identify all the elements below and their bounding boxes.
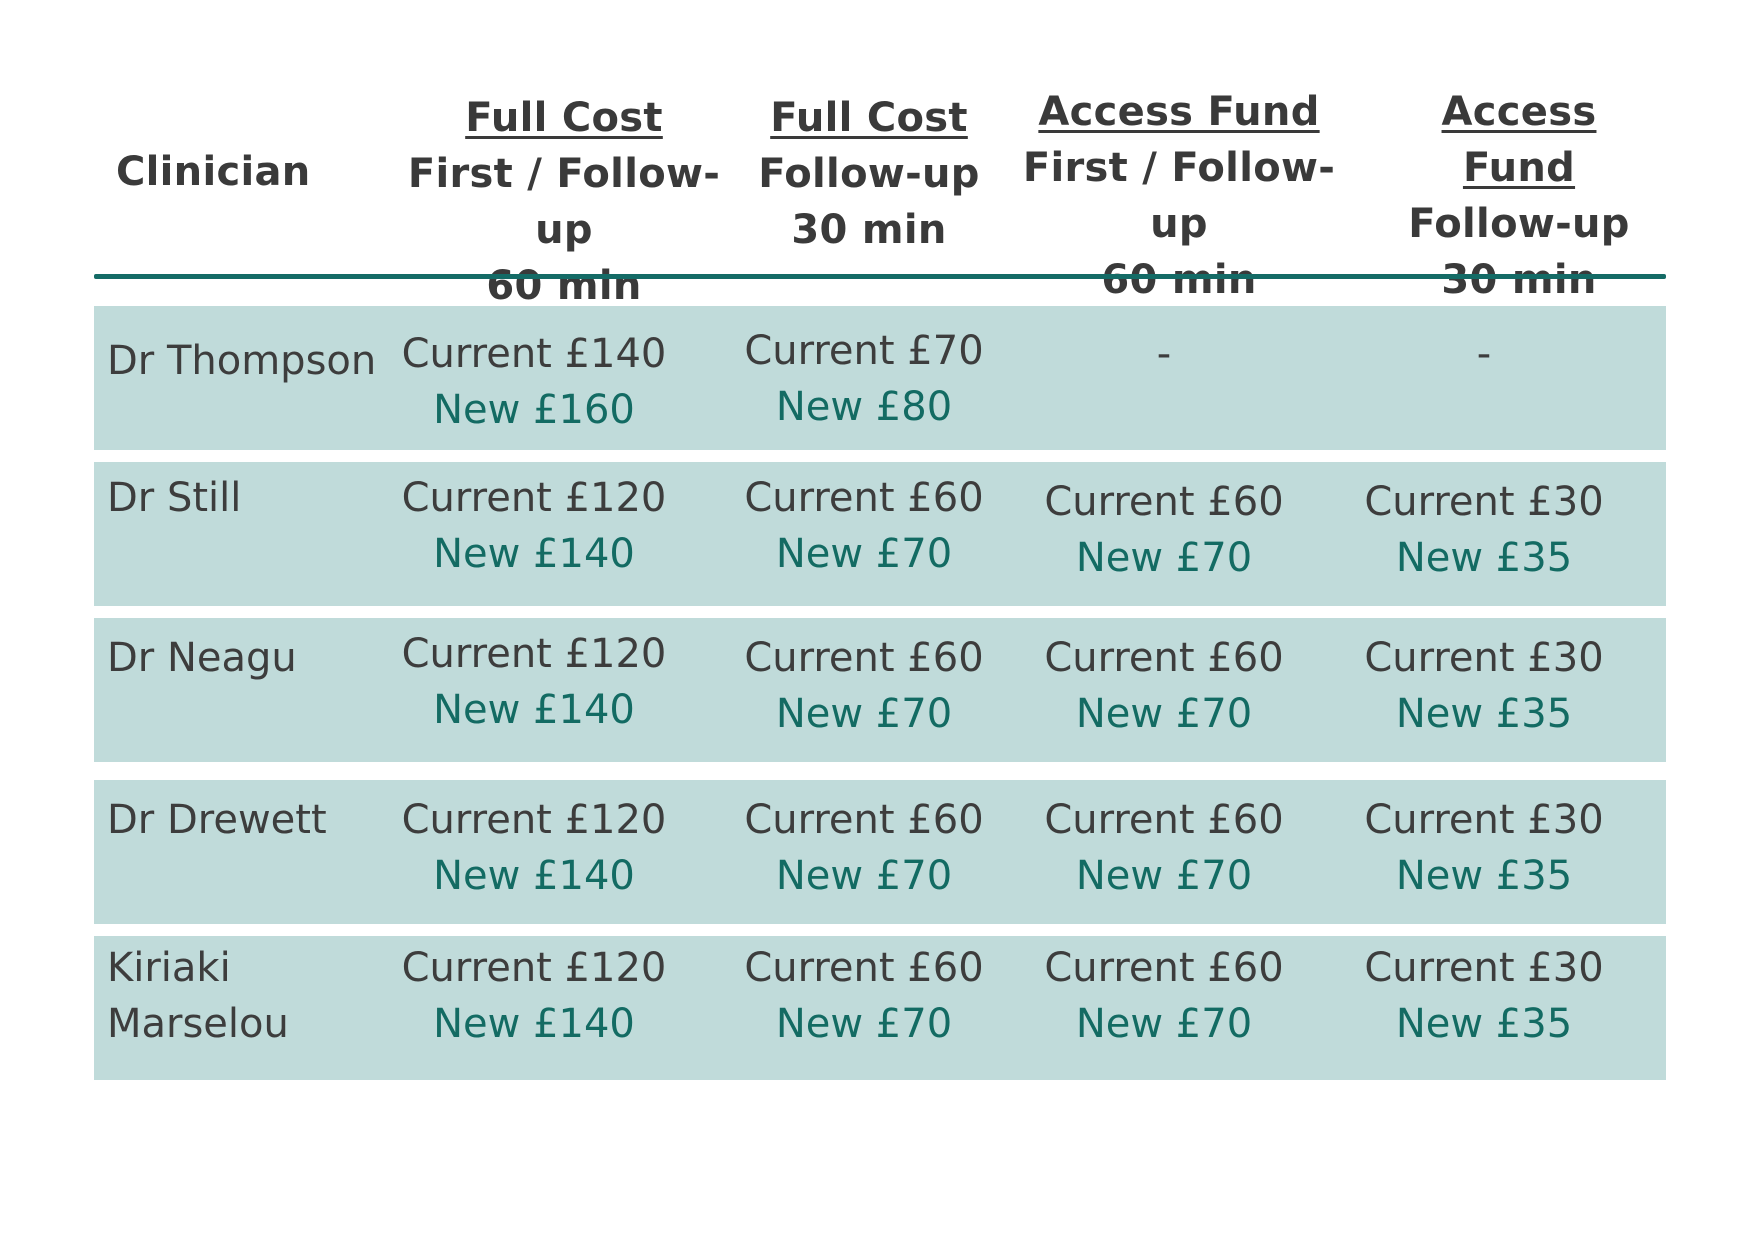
new-price: New £70 <box>775 531 953 577</box>
clinician-name: Dr Still <box>107 475 242 521</box>
access-fund-30-cell: Current £30 New £35 <box>1344 630 1624 742</box>
new-price: New £70 <box>1075 1001 1253 1047</box>
new-price: New £70 <box>1075 853 1253 899</box>
pricing-table: Clinician Full Cost First / Follow-up 60… <box>94 84 1666 1080</box>
table-row: Dr Neagu Current £120 New £140 Current £… <box>94 618 1666 762</box>
new-price: New £140 <box>433 853 635 899</box>
header-full-cost-30: Full Cost Follow-up 30 min <box>754 90 984 258</box>
current-price: Current £30 <box>1364 635 1604 681</box>
new-price: New £70 <box>1075 535 1253 581</box>
current-price: Current £30 <box>1364 479 1604 525</box>
current-price: Current £140 <box>401 331 667 377</box>
clinician-name: Dr Drewett <box>107 797 327 843</box>
new-price: New £35 <box>1395 691 1573 737</box>
access-fund-60-cell: Current £60 New £70 <box>1024 630 1304 742</box>
full-cost-60-cell: Current £120 New £140 <box>364 470 704 582</box>
access-fund-30-cell: Current £30 New £35 <box>1344 792 1624 904</box>
table-header: Clinician Full Cost First / Follow-up 60… <box>94 84 1666 309</box>
header-title: Access Fund <box>1441 89 1597 191</box>
header-title: Access Fund <box>1038 89 1320 135</box>
header-line1: First / Follow-up <box>407 151 721 253</box>
current-price: Current £60 <box>1044 797 1284 843</box>
full-cost-60-cell: Current £120 New £140 <box>364 626 704 738</box>
access-fund-30-cell: Current £30 New £35 <box>1344 940 1624 1052</box>
header-access-fund-60: Access Fund First / Follow-up 60 min <box>1004 84 1354 308</box>
header-title: Full Cost <box>465 95 663 141</box>
header-full-cost-60: Full Cost First / Follow-up 60 min <box>394 90 734 314</box>
full-cost-60-cell: Current £120 New £140 <box>364 792 704 904</box>
current-price: Current £60 <box>1044 635 1284 681</box>
access-fund-30-cell: Current £30 New £35 <box>1344 474 1624 586</box>
new-price: New £35 <box>1395 853 1573 899</box>
header-access-fund-30: Access Fund Follow-up 30 min <box>1384 84 1654 308</box>
table-row: Dr Still Current £120 New £140 Current £… <box>94 462 1666 606</box>
access-fund-60-cell: Current £60 New £70 <box>1024 474 1304 586</box>
table-row: Kiriaki Marselou Current £120 New £140 C… <box>94 936 1666 1080</box>
header-divider <box>94 274 1666 279</box>
current-price: Current £60 <box>744 635 984 681</box>
header-line2: 30 min <box>791 207 947 253</box>
header-line2: 60 min <box>486 263 642 309</box>
new-price: New £140 <box>433 531 635 577</box>
header-line1: First / Follow-up <box>1022 145 1336 247</box>
access-fund-60-cell: Current £60 New £70 <box>1024 792 1304 904</box>
header-line2: 30 min <box>1441 257 1597 303</box>
header-line1: Follow-up <box>758 151 980 197</box>
table-row: Dr Thompson Current £140 New £160 Curren… <box>94 306 1666 450</box>
header-line1: Follow-up <box>1408 201 1630 247</box>
header-title: Full Cost <box>770 95 968 141</box>
full-cost-30-cell: Current £70 New £80 <box>724 323 1004 435</box>
new-price: New £35 <box>1395 535 1573 581</box>
current-price: Current £60 <box>744 475 984 521</box>
current-price: Current £60 <box>744 797 984 843</box>
current-price: Current £60 <box>1044 479 1284 525</box>
full-cost-30-cell: Current £60 New £70 <box>724 630 1004 742</box>
new-price: New £70 <box>1075 691 1253 737</box>
new-price: New £70 <box>775 1001 953 1047</box>
full-cost-60-cell: Current £140 New £160 <box>364 326 704 438</box>
header-clinician: Clinician <box>116 149 311 195</box>
clinician-name: Dr Thompson <box>107 338 377 384</box>
clinician-name: Kiriaki Marselou <box>107 945 289 1047</box>
new-price: New £140 <box>433 1001 635 1047</box>
current-price: Current £120 <box>401 945 667 991</box>
current-price: Current £120 <box>401 631 667 677</box>
full-cost-60-cell: Current £120 New £140 <box>364 940 704 1052</box>
current-price: Current £70 <box>744 328 984 374</box>
header-line2: 60 min <box>1101 257 1257 303</box>
current-price: Current £30 <box>1364 797 1604 843</box>
access-fund-30-cell: - <box>1476 331 1492 377</box>
current-price: Current £120 <box>401 475 667 521</box>
access-fund-60-cell: - <box>1156 331 1172 377</box>
current-price: Current £30 <box>1364 945 1604 991</box>
clinician-name: Dr Neagu <box>107 635 297 681</box>
new-price: New £80 <box>775 384 953 430</box>
full-cost-30-cell: Current £60 New £70 <box>724 792 1004 904</box>
current-price: Current £60 <box>1044 945 1284 991</box>
access-fund-60-cell: Current £60 New £70 <box>1024 940 1304 1052</box>
new-price: New £140 <box>433 687 635 733</box>
current-price: Current £60 <box>744 945 984 991</box>
new-price: New £35 <box>1395 1001 1573 1047</box>
new-price: New £70 <box>775 691 953 737</box>
current-price: Current £120 <box>401 797 667 843</box>
full-cost-30-cell: Current £60 New £70 <box>724 940 1004 1052</box>
full-cost-30-cell: Current £60 New £70 <box>724 470 1004 582</box>
new-price: New £70 <box>775 853 953 899</box>
table-row: Dr Drewett Current £120 New £140 Current… <box>94 780 1666 924</box>
new-price: New £160 <box>433 387 635 433</box>
